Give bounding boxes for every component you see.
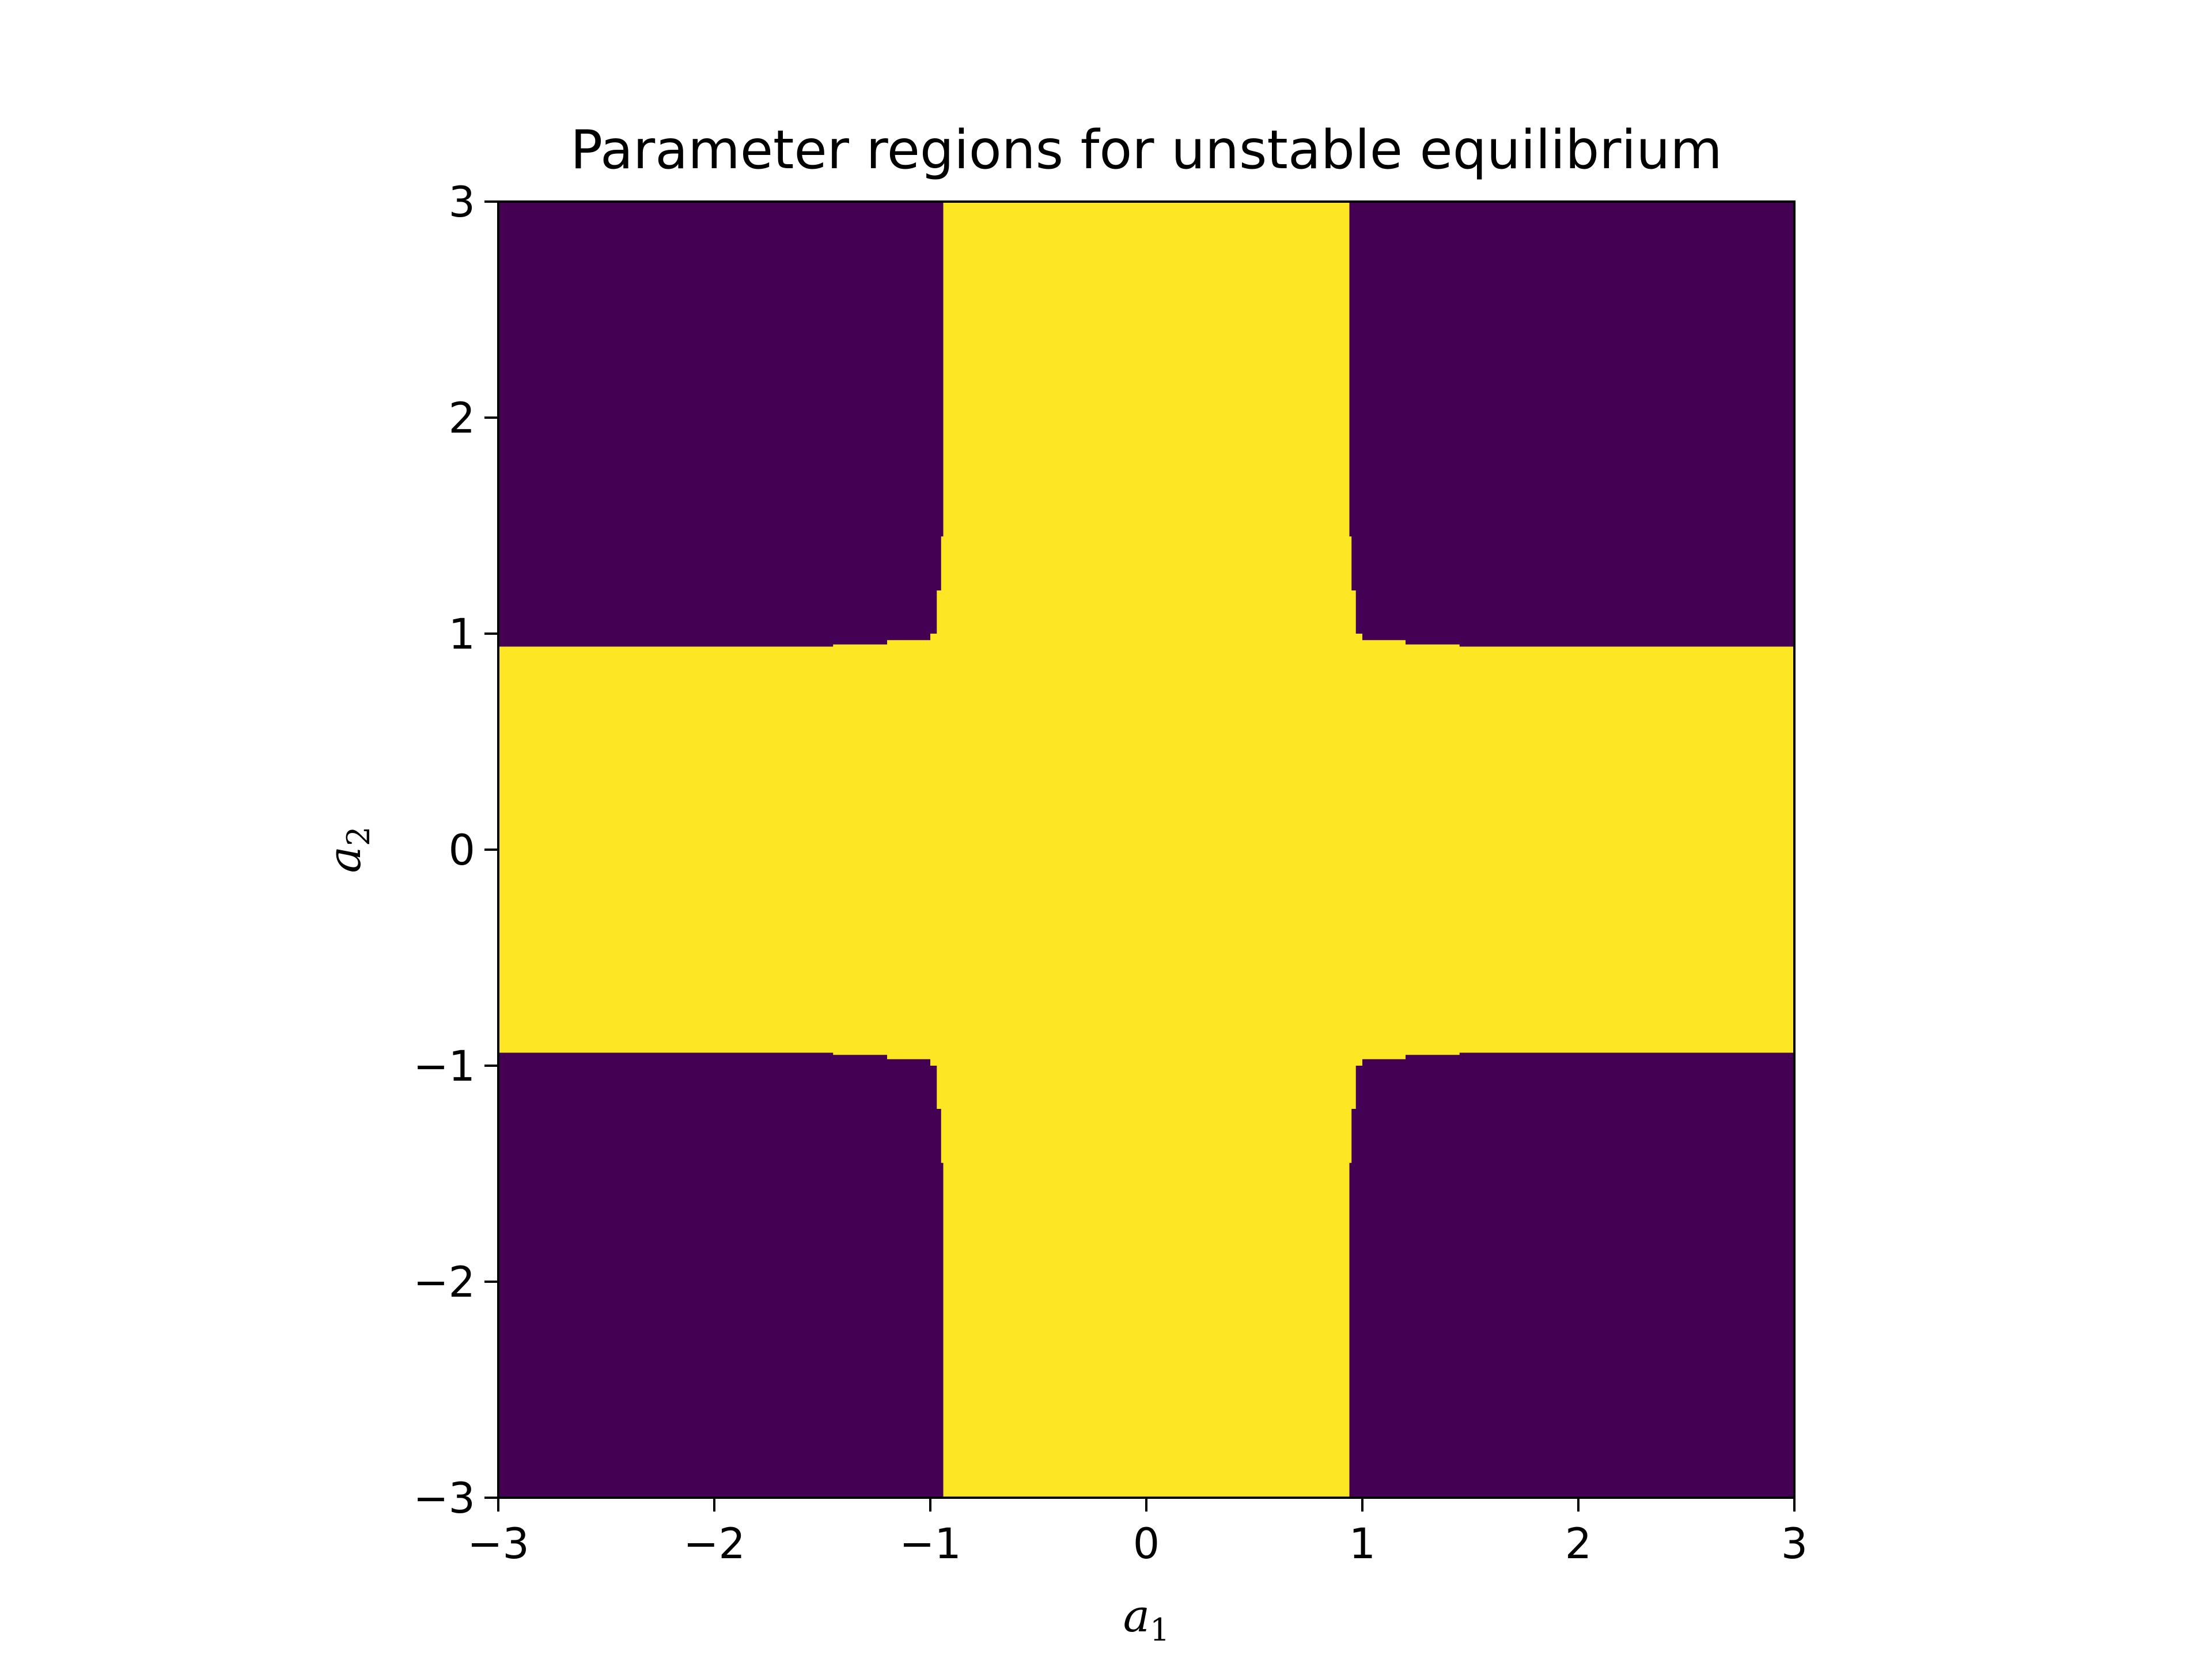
x-axis: −3 −2 −1 0 1 2 3 xyxy=(467,1498,1808,1569)
y-axis-label: a2 xyxy=(319,827,377,873)
stable-region-top-left xyxy=(498,202,944,647)
x-tick-label: 2 xyxy=(1565,1520,1592,1569)
y-tick-label: 3 xyxy=(449,178,475,227)
y-tick-label: −3 xyxy=(413,1474,475,1523)
y-tick-label: −2 xyxy=(413,1258,475,1307)
x-tick-label: −1 xyxy=(899,1520,961,1569)
y-tick-label: 1 xyxy=(449,610,475,659)
stable-region-bottom-left xyxy=(498,1052,944,1498)
y-tick-label: 0 xyxy=(449,826,475,875)
y-axis: −3 −2 −1 0 1 2 3 xyxy=(413,178,498,1523)
x-axis-label: a1 xyxy=(1123,1590,1170,1648)
y-tick-label: −1 xyxy=(413,1042,475,1091)
x-tick-label: 0 xyxy=(1133,1520,1160,1569)
y-axis-label-subscript: 2 xyxy=(340,827,377,846)
x-tick-label: −3 xyxy=(467,1520,529,1569)
x-axis-label-subscript: 1 xyxy=(1150,1612,1169,1648)
x-axis-label-base: a xyxy=(1123,1590,1150,1642)
chart-title: Parameter regions for unstable equilibri… xyxy=(570,119,1722,181)
x-tick-label: 3 xyxy=(1781,1520,1808,1569)
plot-area xyxy=(498,202,1794,1498)
y-axis-label-base: a xyxy=(319,846,371,873)
x-tick-label: 1 xyxy=(1349,1520,1376,1569)
stable-region-top-right xyxy=(1349,202,1794,647)
x-tick-label: −2 xyxy=(683,1520,745,1569)
stable-region-bottom-right xyxy=(1349,1052,1794,1498)
y-tick-label: 2 xyxy=(449,394,475,443)
